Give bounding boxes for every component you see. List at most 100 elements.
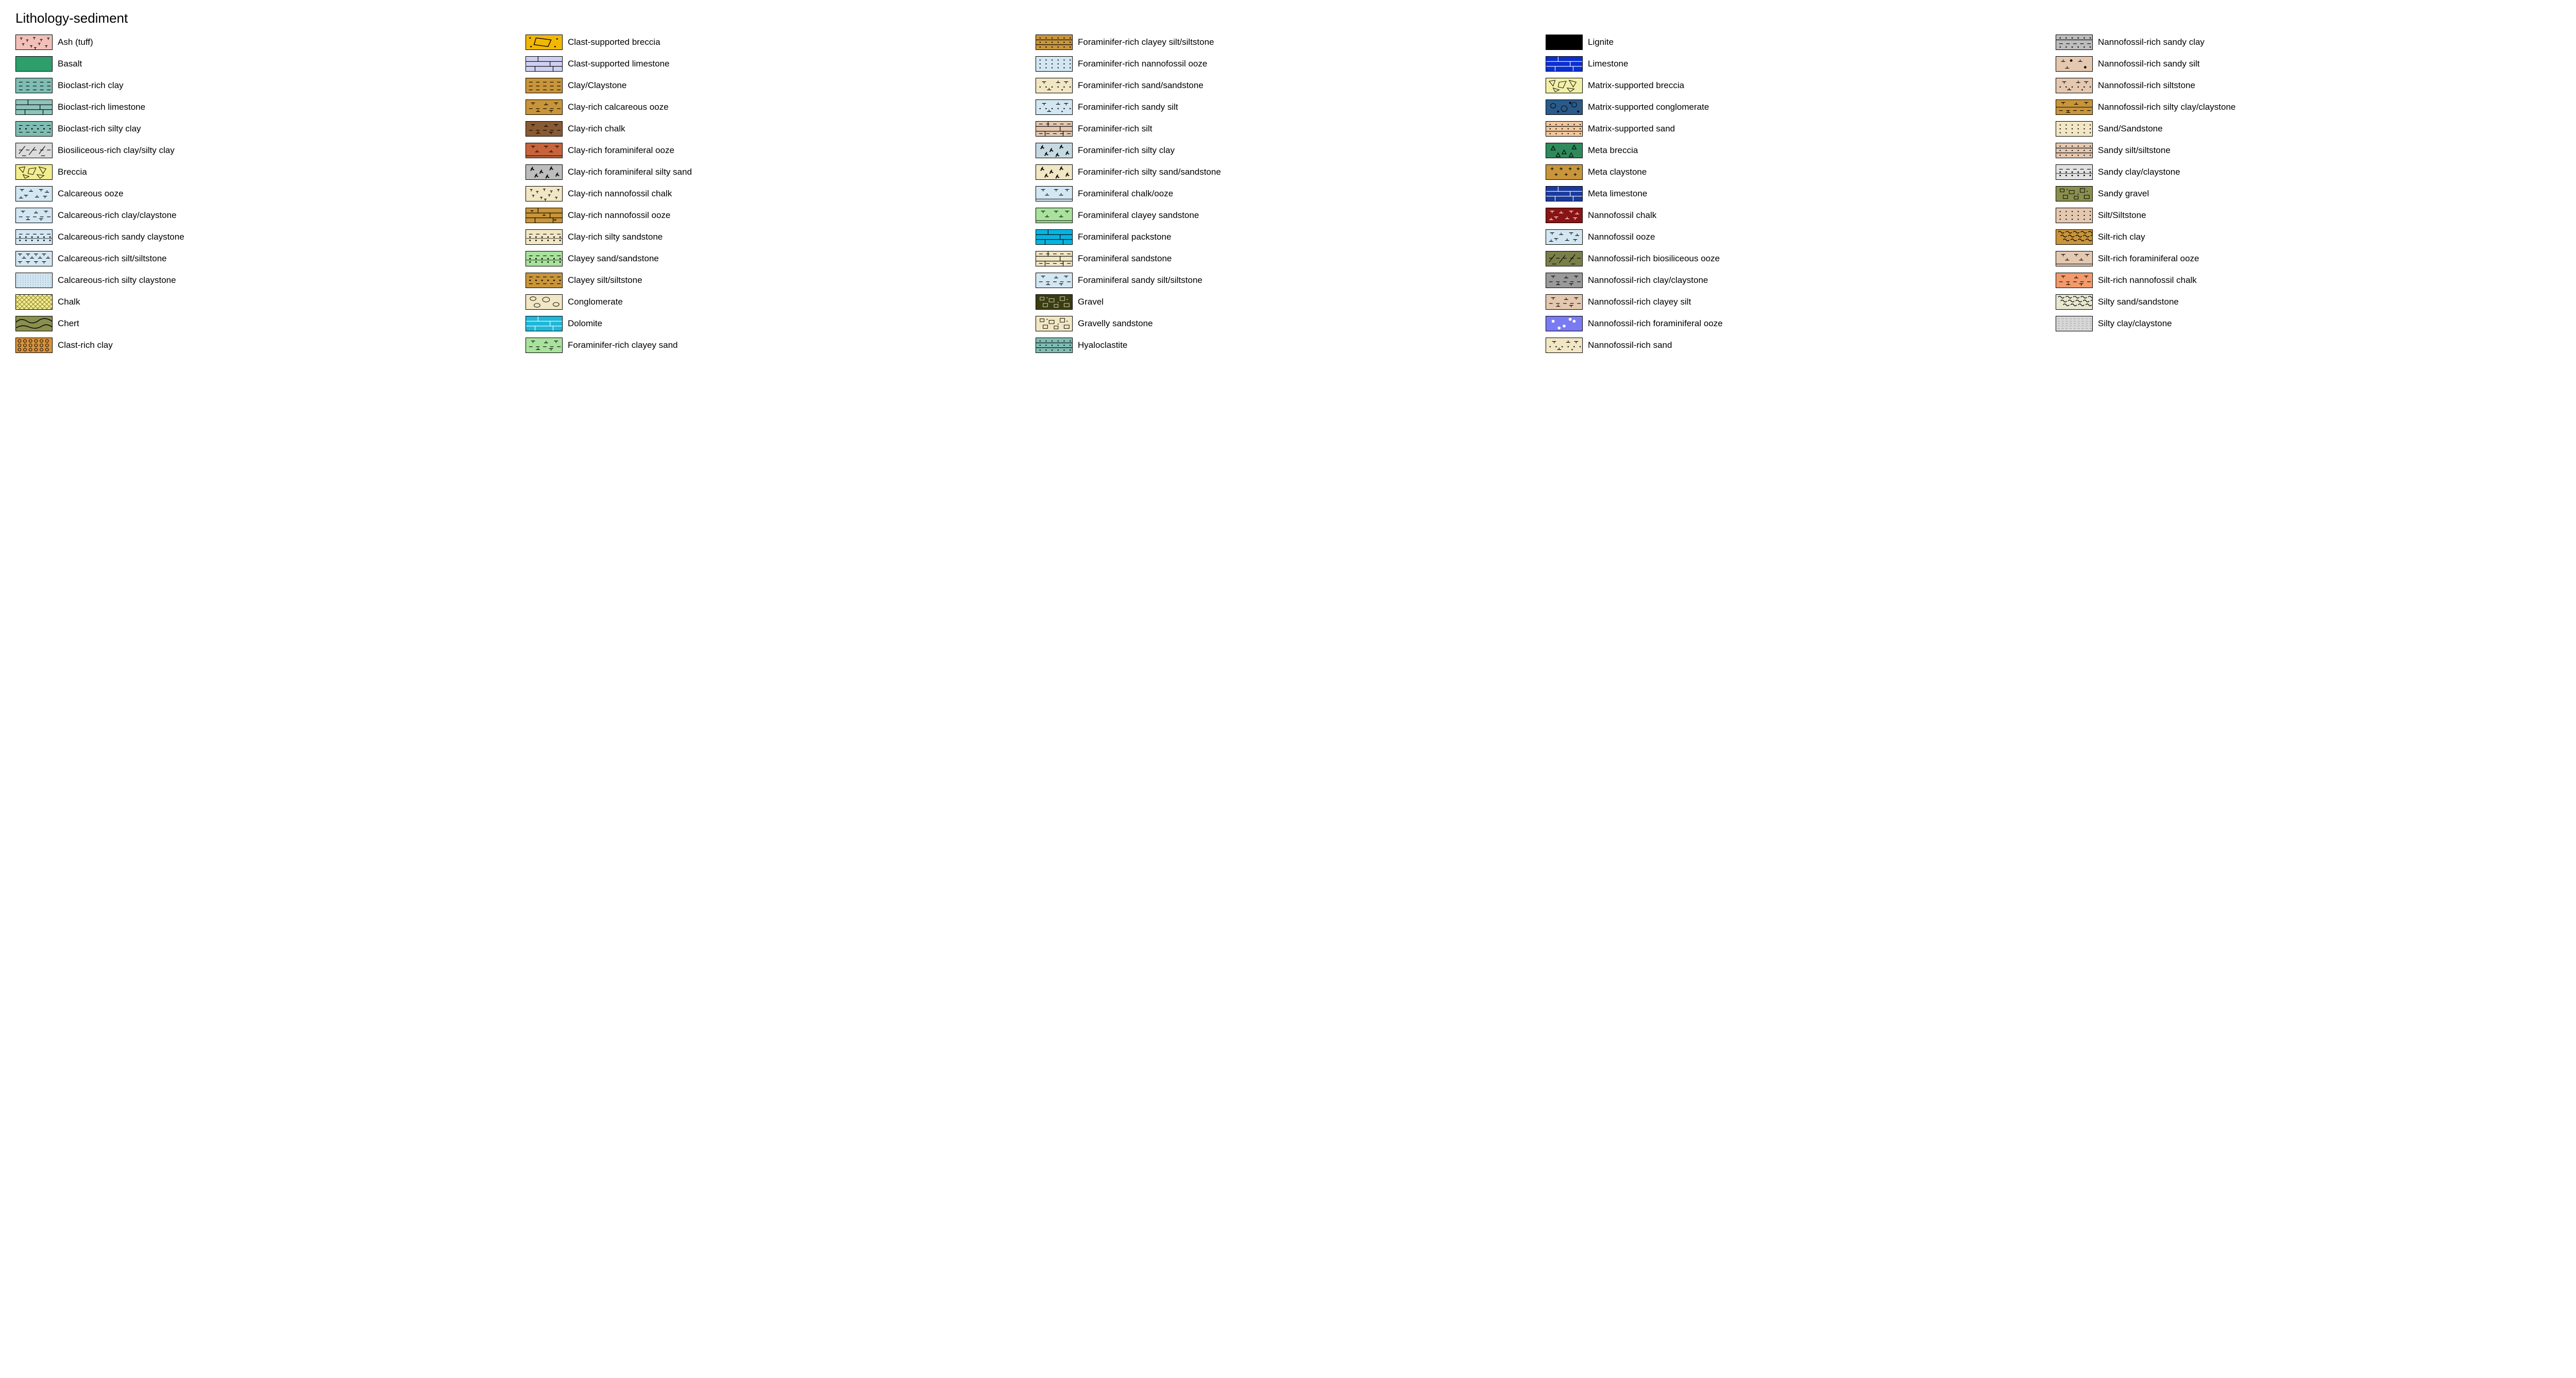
legend-swatch bbox=[1036, 208, 1073, 223]
legend-swatch bbox=[1546, 338, 1583, 353]
legend-swatch bbox=[1546, 56, 1583, 72]
legend-item: Nannofossil-rich foraminiferal ooze bbox=[1546, 313, 2050, 334]
legend-item: Silty clay/claystone bbox=[2056, 313, 2561, 334]
legend-label: Chalk bbox=[58, 297, 80, 307]
legend-swatch bbox=[1546, 99, 1583, 115]
legend-swatch bbox=[2056, 186, 2093, 201]
legend-label: Silt-rich foraminiferal ooze bbox=[2098, 254, 2199, 264]
legend-swatch bbox=[1036, 56, 1073, 72]
legend-label: Foraminifer-rich silt bbox=[1078, 124, 1153, 134]
legend-item: Clay-rich silty sandstone bbox=[526, 226, 1030, 248]
legend-swatch bbox=[1546, 78, 1583, 93]
legend-swatch bbox=[1546, 35, 1583, 50]
legend-swatch bbox=[15, 316, 53, 331]
legend-label: Clast-supported breccia bbox=[568, 37, 660, 47]
legend-item: Matrix-supported conglomerate bbox=[1546, 96, 2050, 118]
legend-swatch bbox=[1546, 251, 1583, 266]
legend-item: Clay-rich nannofossil chalk bbox=[526, 183, 1030, 205]
legend-label: Calcareous-rich clay/claystone bbox=[58, 210, 177, 221]
legend-swatch bbox=[1546, 143, 1583, 158]
legend-swatch bbox=[526, 251, 563, 266]
legend-item: Foraminiferal chalk/ooze bbox=[1036, 183, 1540, 205]
legend-label: Nannofossil-rich clayey silt bbox=[1588, 297, 1691, 307]
legend-item: Nannofossil-rich clayey silt bbox=[1546, 291, 2050, 313]
legend-swatch bbox=[15, 229, 53, 245]
legend-swatch bbox=[15, 338, 53, 353]
legend-swatch bbox=[1036, 294, 1073, 310]
legend-swatch bbox=[526, 229, 563, 245]
legend-label: Dolomite bbox=[568, 318, 602, 329]
legend-label: Chert bbox=[58, 318, 79, 329]
legend-label: Clast-rich clay bbox=[58, 340, 113, 350]
legend-label: Nannofossil-rich siltstone bbox=[2098, 80, 2195, 91]
legend-item: Clay-rich chalk bbox=[526, 118, 1030, 140]
legend-label: Nannofossil-rich sand bbox=[1588, 340, 1672, 350]
legend-swatch bbox=[2056, 316, 2093, 331]
legend-item: Foraminifer-rich sand/sandstone bbox=[1036, 75, 1540, 96]
legend-swatch bbox=[526, 143, 563, 158]
legend-swatch bbox=[1036, 186, 1073, 201]
legend-swatch bbox=[1546, 164, 1583, 180]
legend-label: Gravelly sandstone bbox=[1078, 318, 1153, 329]
legend-label: Nannofossil ooze bbox=[1588, 232, 1655, 242]
legend-item: Foraminifer-rich silt bbox=[1036, 118, 1540, 140]
legend-item: Hyaloclastite bbox=[1036, 334, 1540, 356]
legend-label: Foraminifer-rich sandy silt bbox=[1078, 102, 1178, 112]
legend-title: Lithology-sediment bbox=[15, 10, 2561, 26]
legend-item: Meta claystone bbox=[1546, 161, 2050, 183]
legend-swatch bbox=[526, 294, 563, 310]
legend-swatch bbox=[2056, 99, 2093, 115]
legend-item: Silt/Siltstone bbox=[2056, 205, 2561, 226]
legend-label: Basalt bbox=[58, 59, 82, 69]
legend-column: Ash (tuff)BasaltBioclast-rich clayBiocla… bbox=[15, 31, 520, 356]
legend-swatch bbox=[526, 164, 563, 180]
legend-label: Clay-rich calcareous ooze bbox=[568, 102, 669, 112]
legend-item: Clast-rich clay bbox=[15, 334, 520, 356]
legend-label: Foraminiferal sandstone bbox=[1078, 254, 1172, 264]
legend-item: Matrix-supported sand bbox=[1546, 118, 2050, 140]
legend-swatch bbox=[1546, 186, 1583, 201]
legend-item: Ash (tuff) bbox=[15, 31, 520, 53]
legend-item: Nannofossil-rich biosiliceous ooze bbox=[1546, 248, 2050, 270]
legend-label: Clay-rich nannofossil ooze bbox=[568, 210, 670, 221]
legend-item: Silty sand/sandstone bbox=[2056, 291, 2561, 313]
legend-item: Nannofossil-rich sandy clay bbox=[2056, 31, 2561, 53]
legend-item: Chert bbox=[15, 313, 520, 334]
legend-swatch bbox=[1036, 121, 1073, 137]
legend-swatch bbox=[526, 208, 563, 223]
legend-item: Calcareous-rich sandy claystone bbox=[15, 226, 520, 248]
legend-item: Clay-rich calcareous ooze bbox=[526, 96, 1030, 118]
legend-swatch bbox=[2056, 143, 2093, 158]
legend-item: Meta limestone bbox=[1546, 183, 2050, 205]
legend-swatch bbox=[15, 273, 53, 288]
legend-swatch bbox=[15, 99, 53, 115]
legend-swatch bbox=[1036, 143, 1073, 158]
legend-label: Meta breccia bbox=[1588, 145, 1638, 156]
legend-swatch bbox=[2056, 56, 2093, 72]
legend-label: Clay-rich silty sandstone bbox=[568, 232, 663, 242]
legend-label: Foraminifer-rich silty sand/sandstone bbox=[1078, 167, 1221, 177]
legend-column: Clast-supported brecciaClast-supported l… bbox=[526, 31, 1030, 356]
legend-label: Nannofossil-rich sandy silt bbox=[2098, 59, 2199, 69]
legend-swatch bbox=[526, 316, 563, 331]
legend-label: Calcareous-rich silty claystone bbox=[58, 275, 176, 285]
legend-item: Foraminiferal sandstone bbox=[1036, 248, 1540, 270]
legend-label: Foraminiferal chalk/ooze bbox=[1078, 189, 1173, 199]
legend-swatch bbox=[2056, 294, 2093, 310]
legend-swatch bbox=[1036, 35, 1073, 50]
legend-item: Matrix-supported breccia bbox=[1546, 75, 2050, 96]
legend-item: Foraminifer-rich silty sand/sandstone bbox=[1036, 161, 1540, 183]
legend-item: Silt-rich nannofossil chalk bbox=[2056, 270, 2561, 291]
legend-item: Sandy clay/claystone bbox=[2056, 161, 2561, 183]
legend-label: Sandy gravel bbox=[2098, 189, 2149, 199]
legend-swatch bbox=[1546, 273, 1583, 288]
legend-swatch bbox=[1036, 164, 1073, 180]
legend-swatch bbox=[15, 78, 53, 93]
legend-item: Bioclast-rich limestone bbox=[15, 96, 520, 118]
legend-item: Sandy silt/siltstone bbox=[2056, 140, 2561, 161]
legend-item: Calcareous-rich silt/siltstone bbox=[15, 248, 520, 270]
legend-item: Nannofossil-rich sand bbox=[1546, 334, 2050, 356]
legend-label: Bioclast-rich silty clay bbox=[58, 124, 141, 134]
legend-swatch bbox=[15, 35, 53, 50]
legend-label: Foraminiferal packstone bbox=[1078, 232, 1171, 242]
